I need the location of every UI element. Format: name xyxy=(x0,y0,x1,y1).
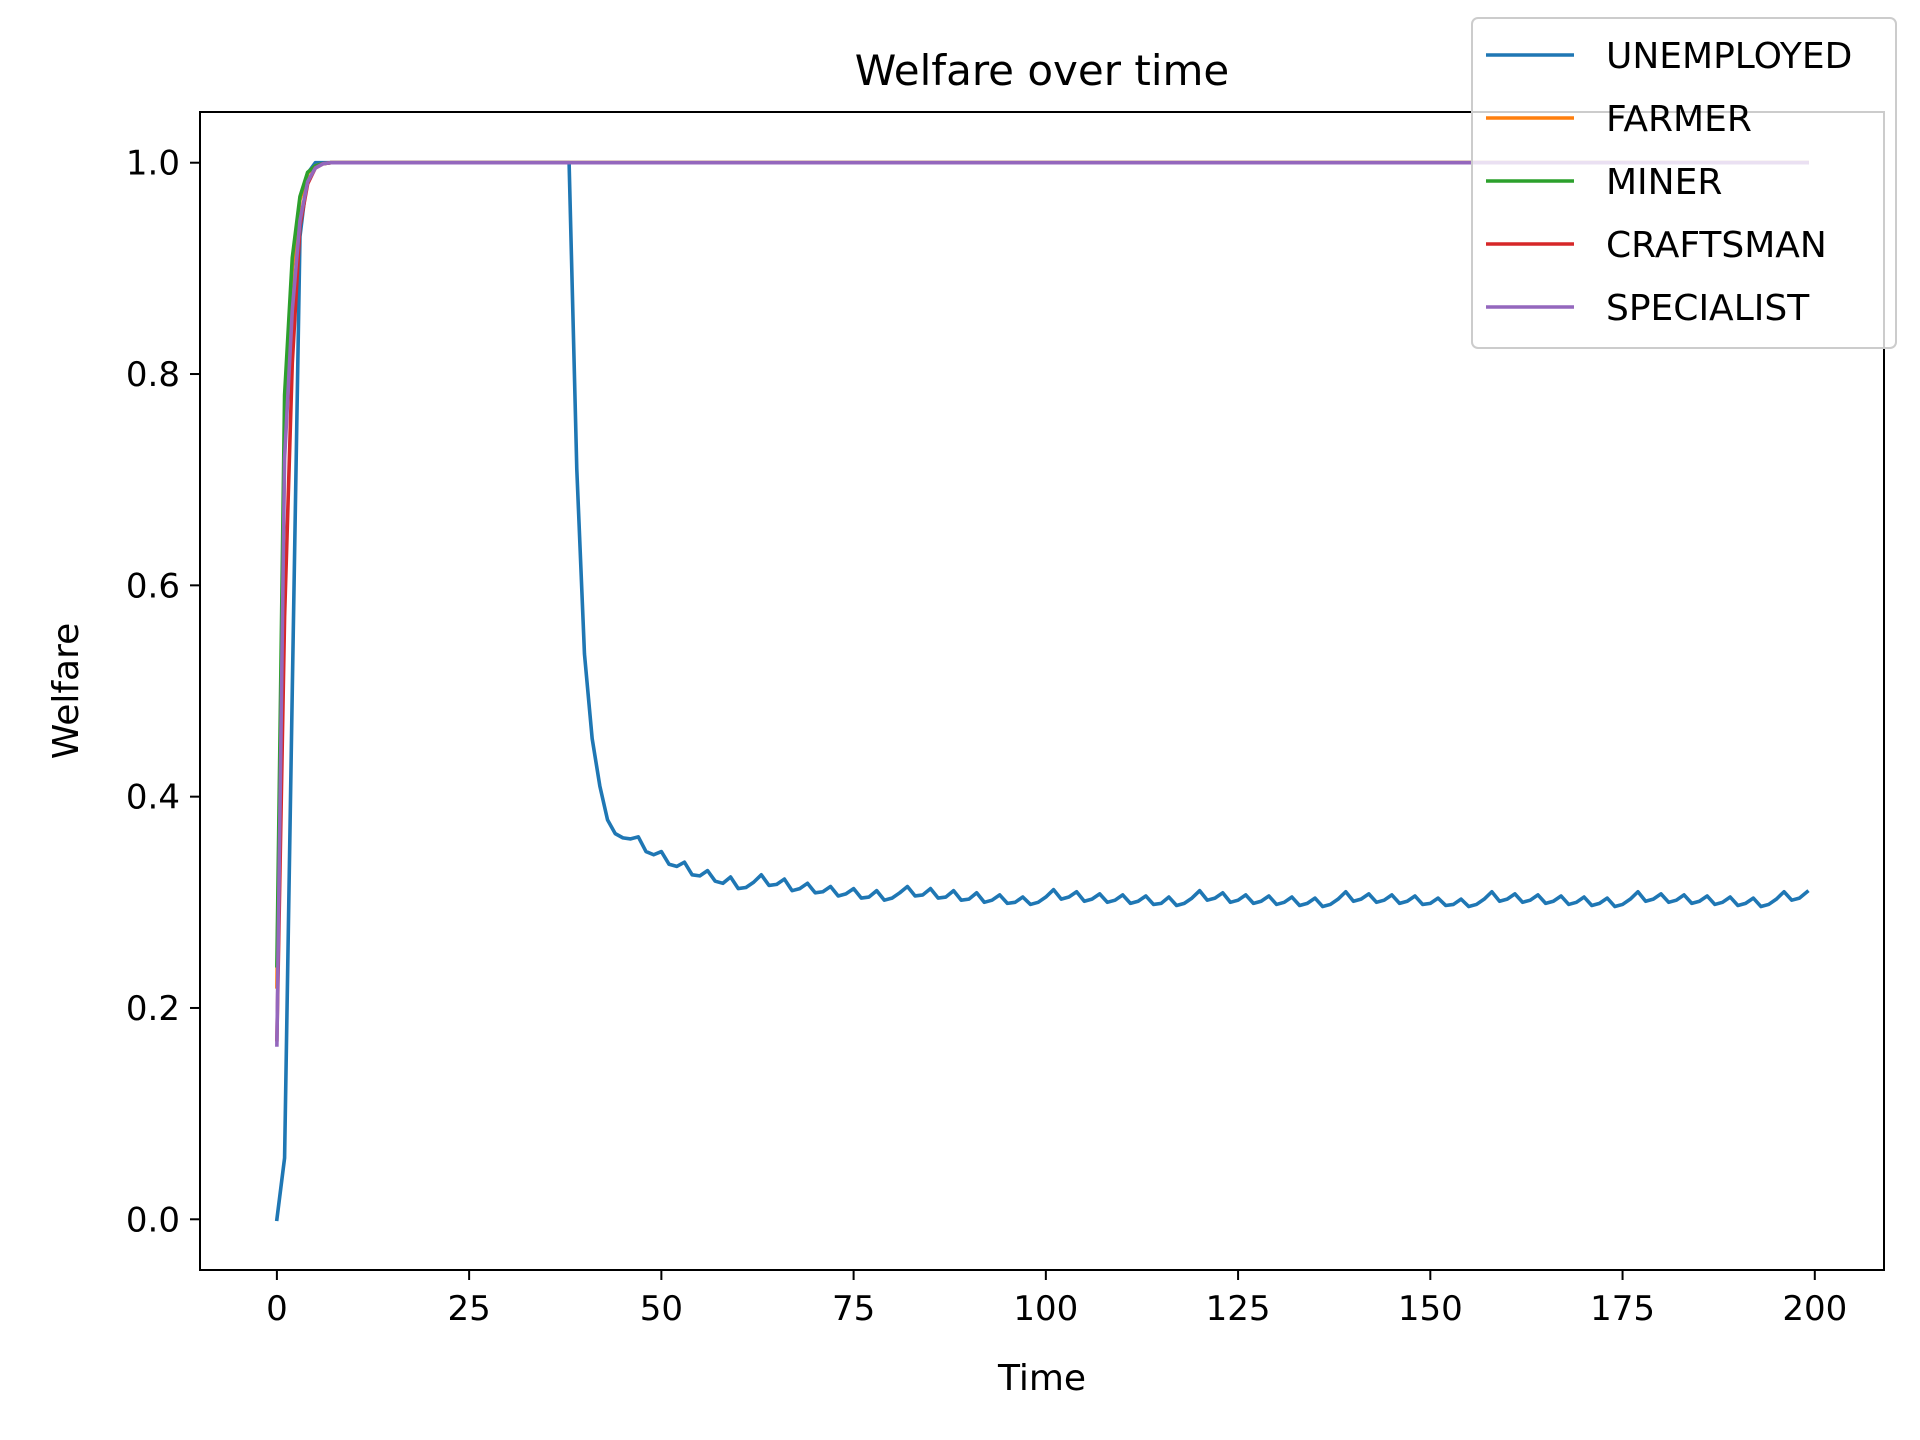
legend-label-unemployed: UNEMPLOYED xyxy=(1606,36,1852,77)
legend-label-farmer: FARMER xyxy=(1606,99,1752,140)
y-tick-label: 0.0 xyxy=(126,1200,180,1240)
y-tick-label: 0.8 xyxy=(126,355,180,395)
legend-label-specialist: SPECIALIST xyxy=(1606,288,1810,329)
x-tick-label: 175 xyxy=(1590,1289,1655,1329)
y-tick-label: 1.0 xyxy=(126,144,180,184)
legend-box xyxy=(1471,17,1897,349)
y-tick-label: 0.4 xyxy=(126,778,180,818)
x-tick-label: 0 xyxy=(266,1289,288,1329)
legend: UNEMPLOYED FARMER MINER CRAFTSMAN SPECIALIST xyxy=(1471,17,1897,349)
x-tick-label: 150 xyxy=(1398,1289,1463,1329)
series-line-unemployed xyxy=(274,160,1810,1222)
x-tick-label: 100 xyxy=(1013,1289,1078,1329)
plot-area xyxy=(199,111,1885,1271)
x-axis-label: Time xyxy=(997,1358,1086,1399)
y-tick-label: 0.2 xyxy=(126,989,180,1029)
legend-label-craftsman: CRAFTSMAN xyxy=(1606,225,1827,266)
legend-label-miner: MINER xyxy=(1606,162,1722,203)
x-tick-label: 75 xyxy=(832,1289,875,1329)
x-tick-label: 50 xyxy=(640,1289,683,1329)
chart-title: Welfare over time xyxy=(855,46,1230,95)
x-tick-label: 25 xyxy=(447,1289,490,1329)
x-tick-label: 200 xyxy=(1782,1289,1847,1329)
series-layer xyxy=(274,160,1810,1222)
x-tick-label: 125 xyxy=(1206,1289,1271,1329)
series-line-specialist xyxy=(275,160,1809,1047)
x-axis: 0 25 50 75 100 125 150 175 200 xyxy=(266,1270,1847,1329)
plot-frame xyxy=(199,111,1885,1271)
y-tick-label: 0.6 xyxy=(126,566,180,606)
y-axis: 0.0 0.2 0.4 0.6 0.8 1.0 xyxy=(126,144,200,1240)
y-axis-label: Welfare xyxy=(46,623,87,760)
